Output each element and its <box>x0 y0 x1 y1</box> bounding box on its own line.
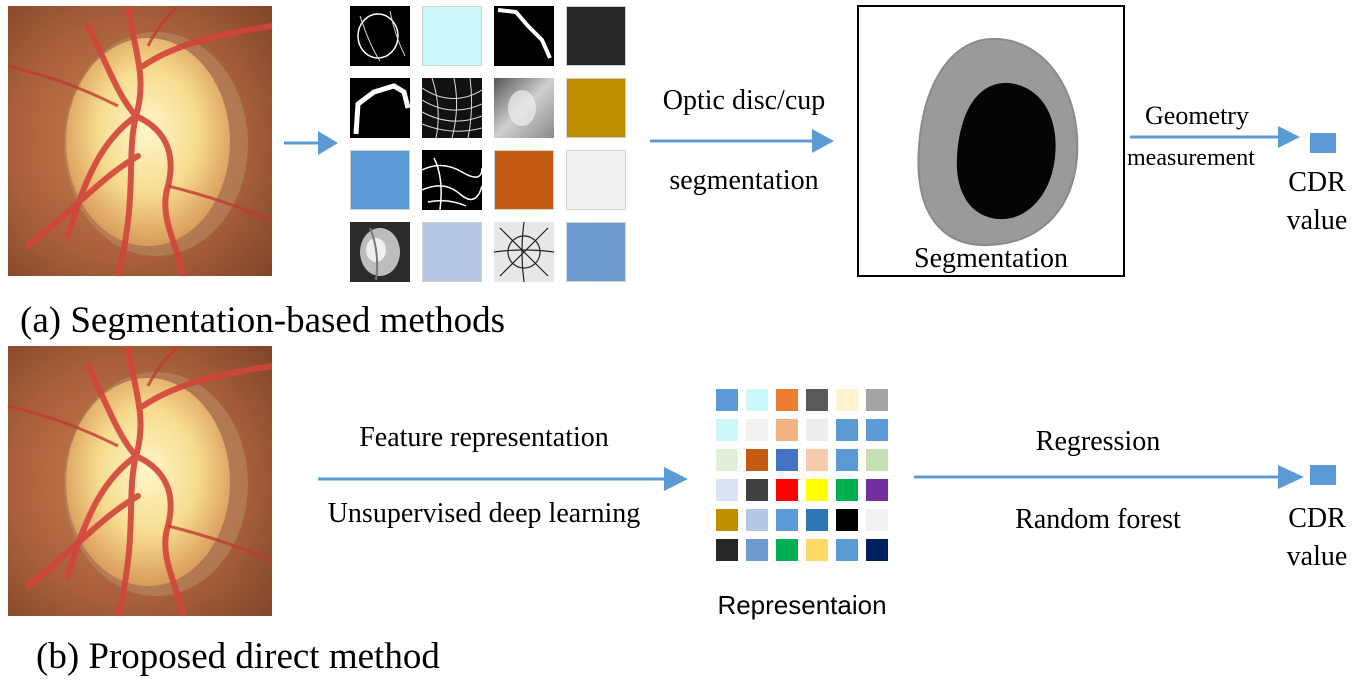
representation-cell <box>746 539 768 561</box>
arrow1-label-bottom: segmentation <box>669 165 819 196</box>
representation-cell <box>776 389 798 411</box>
fundus-image-b <box>8 346 272 616</box>
representation-cell <box>776 539 798 561</box>
caption-b: (b) Proposed direct method <box>36 636 440 677</box>
arrow-to-representation <box>318 467 688 491</box>
feature-label-top: Feature representation <box>359 422 609 453</box>
caption-a: (a) Segmentation-based methods <box>20 300 505 341</box>
filter-tile <box>422 6 482 66</box>
cdr-output-square-a <box>1310 133 1336 153</box>
representation-cell <box>746 509 768 531</box>
representation-cell <box>836 539 858 561</box>
segmentation-panel: Segmentation <box>857 5 1125 277</box>
fundus-photo <box>8 346 272 616</box>
representation-cell <box>716 479 738 501</box>
filter-tile <box>494 222 554 282</box>
regression-label-bottom: Random forest <box>1015 504 1181 535</box>
fundus-photo <box>8 6 272 276</box>
filter-tile <box>422 150 482 210</box>
representation-cell <box>716 539 738 561</box>
representation-cell <box>866 539 888 561</box>
filter-tile <box>350 222 410 282</box>
filter-tile <box>350 78 410 138</box>
filter-tile <box>422 78 482 138</box>
representation-cell <box>776 509 798 531</box>
representation-cell <box>836 419 858 441</box>
cdr-value-label-b: value <box>1286 541 1348 572</box>
representation-cell <box>806 479 828 501</box>
representation-cell <box>806 419 828 441</box>
representation-caption: Representaion <box>717 590 887 620</box>
representation-cell <box>746 389 768 411</box>
representation-cell <box>806 389 828 411</box>
representation-cell <box>806 539 828 561</box>
regression-label-top: Regression <box>1035 426 1161 457</box>
filter-tile <box>350 6 410 66</box>
filter-tile <box>494 78 554 138</box>
cdr-output-square-b <box>1310 465 1336 485</box>
representation-cell <box>746 479 768 501</box>
representation-cell <box>716 449 738 471</box>
filter-tile <box>566 6 626 66</box>
representation-cell <box>836 449 858 471</box>
arrow2-label-top: Geometry <box>1145 101 1249 130</box>
representation-cell <box>836 509 858 531</box>
filter-tile <box>350 150 410 210</box>
cdr-label-a: CDR <box>1288 167 1346 198</box>
representation-cell <box>776 479 798 501</box>
representation-cell <box>776 419 798 441</box>
arrow-to-cdr-a <box>1130 126 1300 148</box>
filter-tile <box>566 78 626 138</box>
arrow2-label-bottom: measurement <box>1127 145 1255 171</box>
representation-cell <box>866 479 888 501</box>
representation-cell <box>836 389 858 411</box>
arrow-to-segmentation <box>650 129 834 153</box>
filter-tile <box>494 150 554 210</box>
arrow-to-filters <box>284 131 338 155</box>
filter-tile <box>422 222 482 282</box>
representation-cell <box>716 389 738 411</box>
segmentation-caption: Segmentation <box>914 243 1068 274</box>
filter-tile <box>566 222 626 282</box>
representation-cell <box>866 419 888 441</box>
representation-cell <box>746 419 768 441</box>
representation-cell <box>806 509 828 531</box>
arrow-to-cdr-b <box>914 465 1304 489</box>
representation-cell <box>866 449 888 471</box>
representation-cell <box>806 449 828 471</box>
representation-cell <box>866 509 888 531</box>
representation-cell <box>866 389 888 411</box>
representation-cell <box>716 419 738 441</box>
filter-tile <box>566 150 626 210</box>
fundus-image-a <box>8 6 272 276</box>
cdr-value-label-a: value <box>1286 205 1348 236</box>
segmentation-mask <box>917 37 1079 247</box>
representation-cell <box>836 479 858 501</box>
feature-label-bottom: Unsupervised deep learning <box>327 498 641 529</box>
arrow1-label-top: Optic disc/cup <box>662 85 826 116</box>
filter-tile <box>494 6 554 66</box>
cdr-label-b: CDR <box>1288 503 1346 534</box>
representation-cell <box>716 509 738 531</box>
representation-cell <box>776 449 798 471</box>
representation-cell <box>746 449 768 471</box>
